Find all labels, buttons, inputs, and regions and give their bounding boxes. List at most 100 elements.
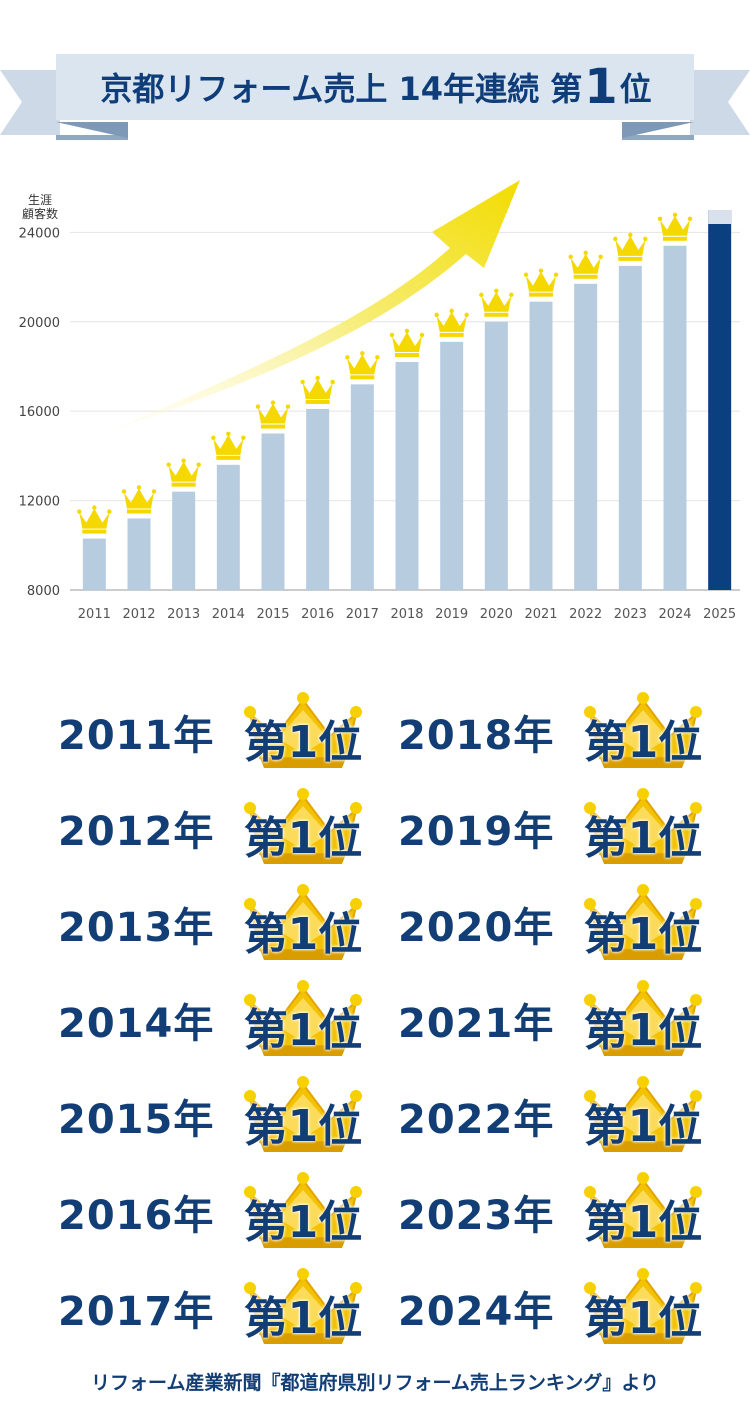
rank-label: 第1位 (583, 813, 703, 864)
crown-icon (121, 485, 157, 514)
crown-icon (244, 788, 362, 864)
x-tick-label: 2023 (614, 607, 647, 622)
rank-label: 第1位 (583, 1293, 703, 1344)
x-tick-label: 2022 (569, 607, 602, 622)
award-row: 2017年 第1位 (58, 1268, 368, 1348)
x-tick-label: 2020 (480, 607, 513, 622)
award-year: 2016年 (58, 1193, 215, 1239)
crown-icon (584, 1076, 702, 1152)
rank-label: 第1位 (583, 1005, 703, 1056)
bar-2011 (82, 538, 106, 590)
crown-icon (77, 505, 112, 534)
crown-icon (211, 431, 246, 460)
rank-badge: 第1位 (578, 1172, 708, 1252)
award-year: 2012年 (58, 809, 215, 855)
x-tick-label: 2021 (524, 607, 557, 622)
crown-icon (479, 288, 514, 317)
rank-label: 第1位 (243, 1101, 363, 1152)
rank-label: 第1位 (583, 1197, 703, 1248)
award-year: 2013年 (58, 905, 215, 951)
x-tick-label: 2019 (435, 607, 468, 622)
bar-2017 (350, 384, 374, 590)
rank-badge: 第1位 (578, 980, 708, 1060)
rank-badge: 第1位 (578, 884, 708, 964)
award-year: 2018年 (398, 713, 555, 759)
rank-badge: 第1位 (238, 1076, 368, 1156)
customer-bar-chart: 生涯顧客数 8000 12000 16000 20000 24000 2011 2012 201… (19, 180, 740, 622)
award-year: 2017年 (58, 1289, 215, 1335)
crown-icon (523, 268, 559, 297)
banner-title-prefix: 京都リフォーム売上 14年連続 第 (100, 70, 583, 108)
crown-icon (584, 884, 702, 960)
award-row: 2012年 第1位 (58, 788, 368, 868)
award-row: 2019年 第1位 (398, 788, 708, 868)
award-year: 2020年 (398, 905, 555, 951)
rank-badge: 第1位 (578, 1076, 708, 1156)
crown-icon (244, 1268, 362, 1344)
award-row: 2013年 第1位 (58, 884, 368, 964)
x-tick-label: 2025 (703, 607, 736, 622)
award-row: 2015年 第1位 (58, 1076, 368, 1156)
crown-icon (584, 692, 702, 768)
bar-2020 (484, 321, 508, 590)
award-row: 2014年 第1位 (58, 980, 368, 1060)
bar-2023 (618, 265, 642, 590)
source-note: リフォーム産業新聞『都道府県別リフォーム売上ランキング』より (91, 1372, 659, 1394)
crown-icon (255, 400, 291, 429)
rank-badge: 第1位 (238, 1268, 368, 1348)
x-tick-label: 2015 (256, 607, 289, 622)
rank-badge: 第1位 (238, 788, 368, 868)
award-row: 2021年 第1位 (398, 980, 708, 1060)
rank-label: 第1位 (583, 717, 703, 768)
bar-2013 (172, 491, 196, 590)
rank-label: 第1位 (583, 1101, 703, 1152)
award-year: 2019年 (398, 809, 555, 855)
award-row: 2023年 第1位 (398, 1172, 708, 1252)
y-tick-label: 8000 (27, 584, 60, 599)
bar-2012 (127, 518, 151, 590)
rank-label: 第1位 (243, 909, 363, 960)
x-tick-label: 2017 (346, 607, 379, 622)
bar-2014 (216, 464, 240, 590)
bar-2022 (574, 283, 598, 590)
award-year: 2023年 (398, 1193, 555, 1239)
crown-icon (613, 232, 648, 261)
crown-icon (389, 328, 425, 357)
crown-icon (244, 692, 362, 768)
x-tick-label: 2013 (167, 607, 200, 622)
banner-title-rank: 1 (584, 59, 618, 115)
x-tick-label: 2024 (658, 607, 691, 622)
rank-badge: 第1位 (238, 884, 368, 964)
rank-label: 第1位 (243, 1293, 363, 1344)
award-row: 2011年 第1位 (58, 692, 368, 772)
y-tick-label: 12000 (19, 495, 60, 510)
award-row: 2018年 第1位 (398, 692, 708, 772)
y-axis-label: 生涯顧客数 (22, 193, 58, 221)
rank-badge: 第1位 (238, 1172, 368, 1252)
award-row: 2020年 第1位 (398, 884, 708, 964)
rank-label: 第1位 (583, 909, 703, 960)
award-row: 2022年 第1位 (398, 1076, 708, 1156)
crown-icon (434, 308, 469, 337)
award-year: 2024年 (398, 1289, 555, 1335)
x-tick-label: 2018 (390, 607, 423, 622)
crown-icon (584, 1172, 702, 1248)
award-year: 2022年 (398, 1097, 555, 1143)
crown-icon (568, 250, 603, 279)
crown-icon (244, 1076, 362, 1152)
y-tick-label: 16000 (19, 405, 60, 420)
crown-icon (244, 980, 362, 1056)
bar-2021 (529, 301, 553, 590)
rank-label: 第1位 (243, 1005, 363, 1056)
bar-2016 (306, 408, 330, 590)
crown-icon (657, 212, 693, 241)
award-row: 2024年 第1位 (398, 1268, 708, 1348)
x-tick-label: 2016 (301, 607, 334, 622)
rank-badge: 第1位 (578, 692, 708, 772)
growth-arrow (105, 180, 520, 433)
award-year: 2021年 (398, 1001, 555, 1047)
crown-icon (584, 1268, 702, 1344)
crown-icon (345, 351, 380, 380)
crown-icon (244, 884, 362, 960)
